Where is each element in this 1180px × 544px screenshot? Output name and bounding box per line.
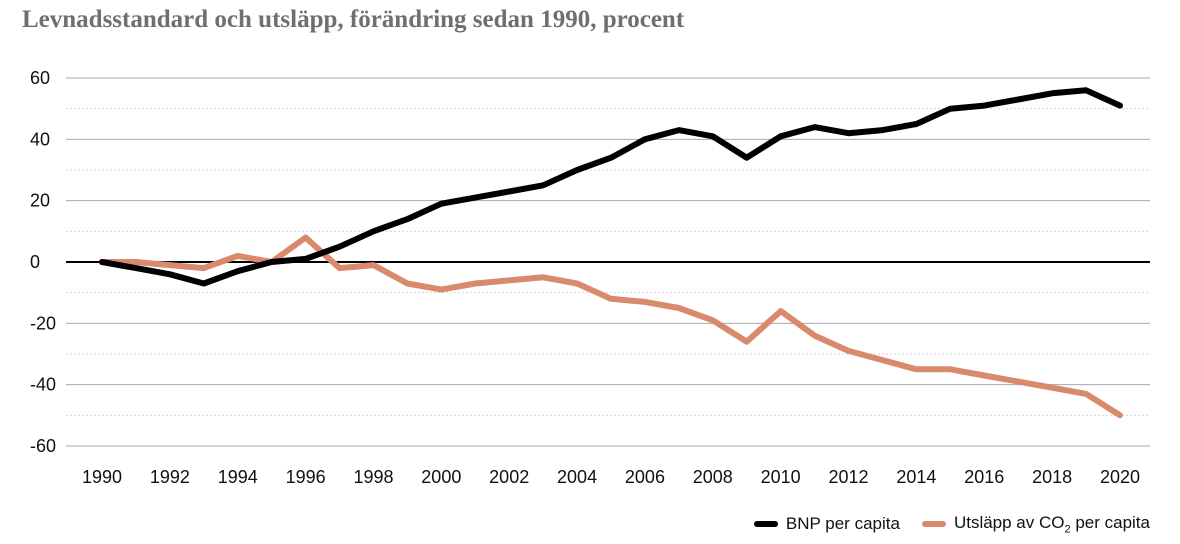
x-tick-label: 2014 — [896, 467, 936, 487]
y-tick-label: 40 — [30, 129, 50, 149]
y-tick-label: 0 — [30, 252, 40, 272]
x-tick-label: 2004 — [557, 467, 597, 487]
x-axis-tick-labels: 1990 1992 1994 1996 1998 2000 2002 2004 2006 2008… — [82, 467, 1140, 487]
x-tick-label: 1992 — [150, 467, 190, 487]
x-tick-label: 2000 — [421, 467, 461, 487]
legend-item-co2: Utsläpp av CO2 per capita — [921, 513, 1150, 536]
legend-swatch-bnp — [753, 521, 778, 528]
legend-item-bnp: BNP per capita — [753, 514, 900, 534]
series-lines — [99, 87, 1123, 419]
x-tick-label: 2018 — [1032, 467, 1072, 487]
x-tick-label: 2002 — [489, 467, 529, 487]
x-tick-label: 1996 — [286, 467, 326, 487]
y-tick-label: -60 — [30, 436, 56, 456]
chart-title: Levnadsstandard och utsläpp, förändring … — [22, 6, 685, 33]
gridlines — [66, 77, 1150, 447]
legend: BNP per capita Utsläpp av CO2 per capita — [753, 513, 1150, 536]
x-tick-label: 1998 — [353, 467, 393, 487]
y-tick-label: 60 — [30, 68, 50, 88]
legend-swatch-co2 — [921, 521, 946, 528]
legend-label-co2: Utsläpp av CO2 per capita — [953, 513, 1150, 536]
line-chart: 60 40 20 0 -20 -40 -60 1990 1992 1994 1996 1998 200… — [30, 68, 1150, 487]
series-line-bnp — [99, 87, 1123, 287]
x-tick-label: 2012 — [829, 467, 869, 487]
y-tick-label: -40 — [30, 375, 56, 395]
x-tick-label: 2006 — [625, 467, 665, 487]
x-tick-label: 2008 — [693, 467, 733, 487]
x-tick-label: 1990 — [82, 467, 122, 487]
x-tick-label: 2010 — [761, 467, 801, 487]
x-tick-label: 2020 — [1100, 467, 1140, 487]
x-tick-label: 1994 — [218, 467, 258, 487]
x-tick-label: 2016 — [964, 467, 1004, 487]
y-axis-tick-labels: 60 40 20 0 -20 -40 -60 — [30, 68, 56, 456]
legend-label-bnp: BNP per capita — [785, 514, 900, 534]
y-tick-label: -20 — [30, 313, 56, 333]
y-tick-label: 20 — [30, 191, 50, 211]
